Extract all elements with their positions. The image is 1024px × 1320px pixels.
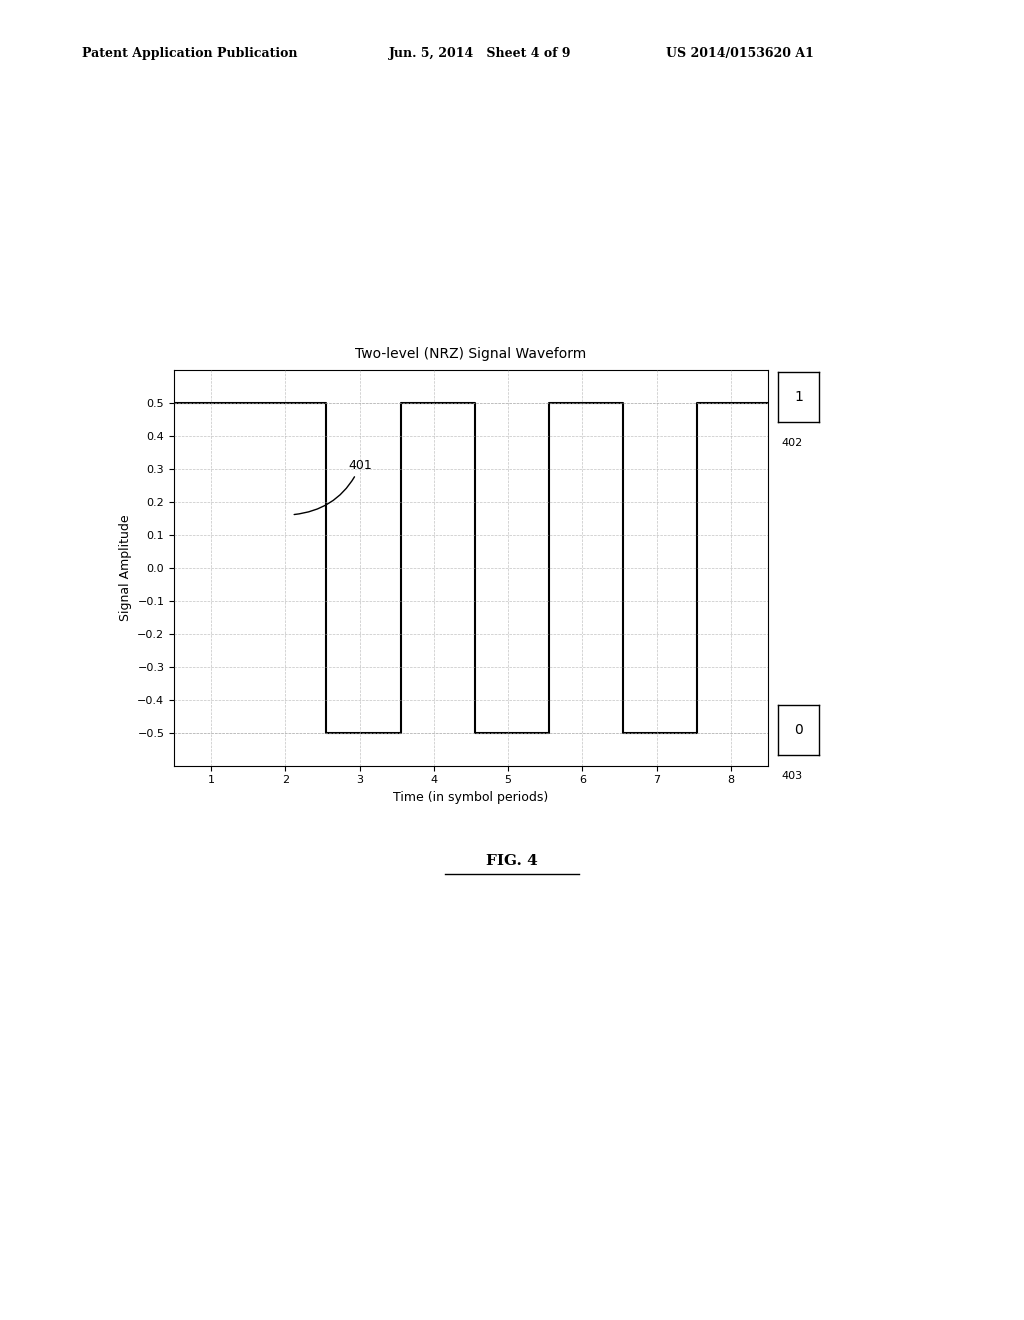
Text: Jun. 5, 2014   Sheet 4 of 9: Jun. 5, 2014 Sheet 4 of 9 <box>389 46 571 59</box>
Text: 402: 402 <box>781 438 803 449</box>
Text: 1: 1 <box>795 391 803 404</box>
X-axis label: Time (in symbol periods): Time (in symbol periods) <box>393 791 549 804</box>
Text: Patent Application Publication: Patent Application Publication <box>82 46 297 59</box>
Text: 401: 401 <box>294 458 373 515</box>
Text: US 2014/0153620 A1: US 2014/0153620 A1 <box>666 46 813 59</box>
Y-axis label: Signal Amplitude: Signal Amplitude <box>119 515 132 620</box>
Text: 403: 403 <box>781 771 803 781</box>
Title: Two-level (NRZ) Signal Waveform: Two-level (NRZ) Signal Waveform <box>355 347 587 362</box>
Text: FIG. 4: FIG. 4 <box>486 854 538 867</box>
Text: 0: 0 <box>795 723 803 737</box>
